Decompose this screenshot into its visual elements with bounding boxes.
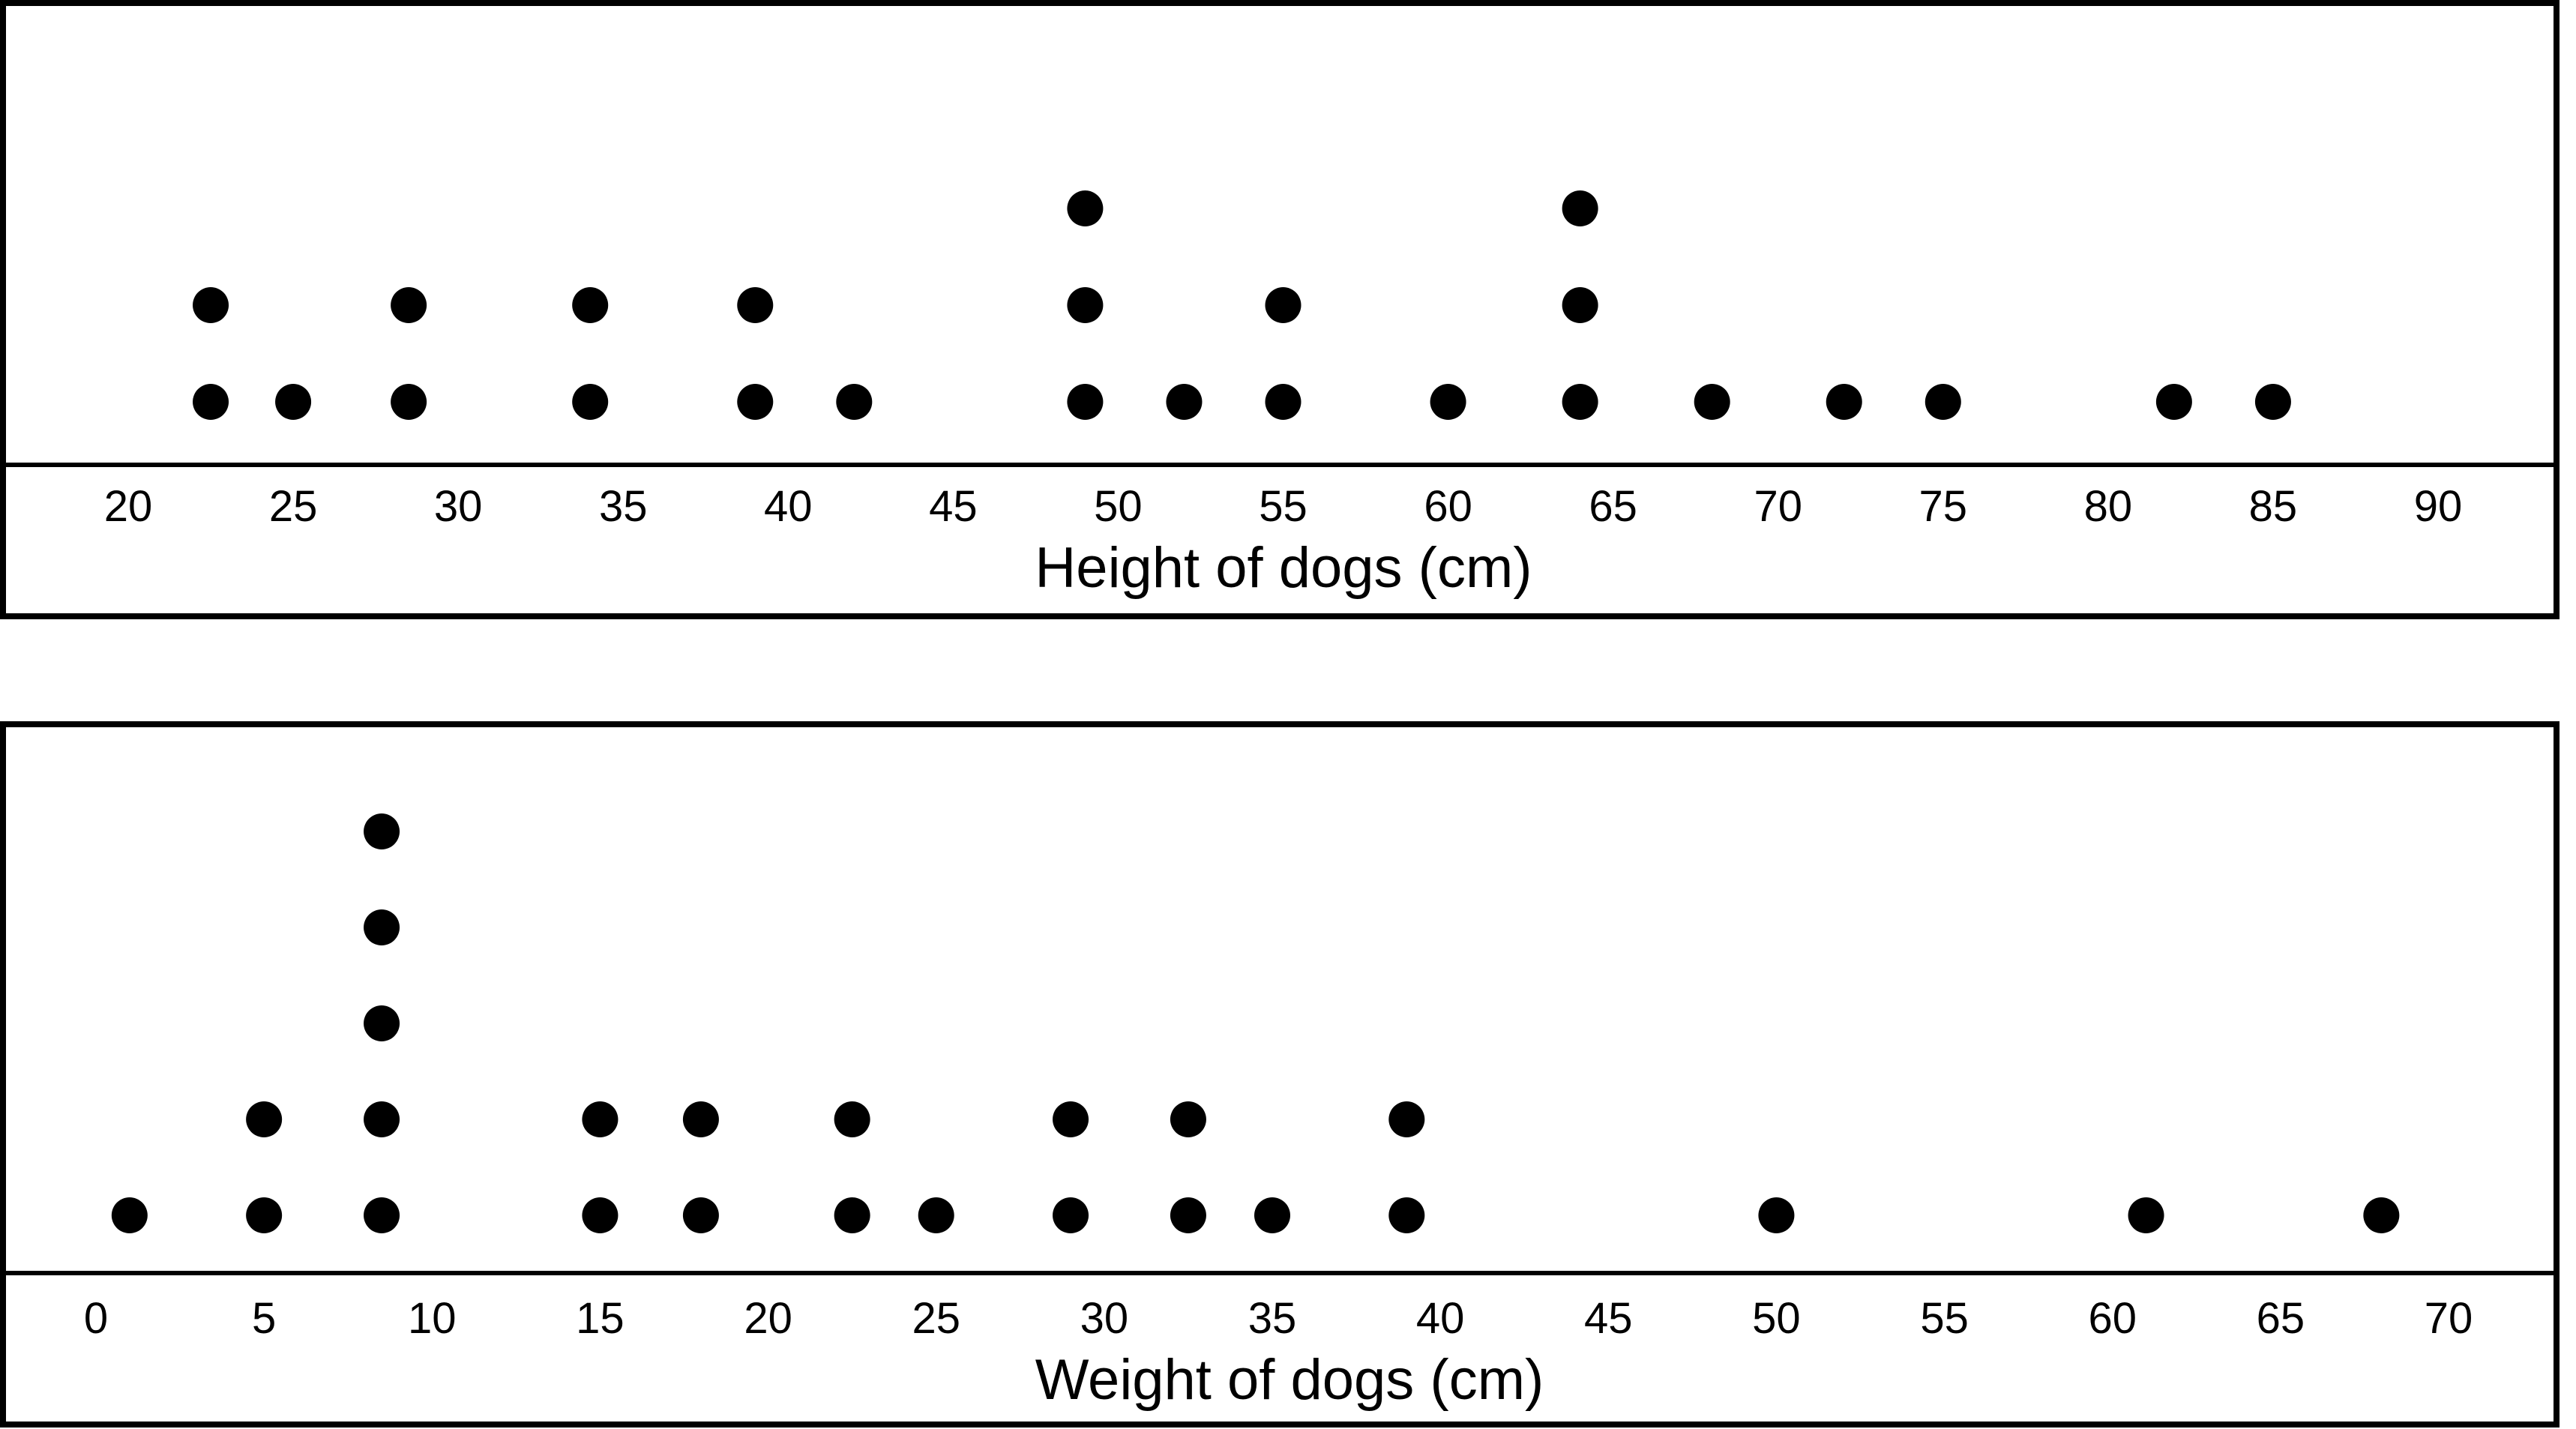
weight-data-dot bbox=[1053, 1197, 1089, 1233]
height-tick-labels: 20 25 30 35 40 45 50 55 60 65 70 75 80 85 90 bbox=[104, 482, 2463, 531]
weight-tick-labels: 0 5 10 15 20 25 30 35 40 45 50 55 60 65 70 bbox=[84, 1294, 2473, 1343]
height-dot-plot: 20 25 30 35 40 45 50 55 60 65 70 75 80 85 90 Height of… bbox=[0, 0, 2560, 619]
height-tick-label: 45 bbox=[929, 482, 978, 531]
height-tick-label: 30 bbox=[434, 482, 483, 531]
weight-data-dot bbox=[364, 1197, 400, 1233]
weight-tick-label: 70 bbox=[2425, 1294, 2473, 1343]
height-data-dot bbox=[1826, 384, 1862, 420]
weight-data-dot bbox=[582, 1197, 619, 1233]
height-dots bbox=[193, 190, 2291, 420]
height-data-dot bbox=[193, 384, 229, 420]
height-data-dot bbox=[737, 384, 774, 420]
weight-tick-label: 60 bbox=[2088, 1294, 2137, 1343]
weight-tick-label: 45 bbox=[1584, 1294, 1633, 1343]
height-data-dot bbox=[737, 287, 774, 323]
weight-data-dot bbox=[682, 1197, 719, 1233]
height-data-dot bbox=[1694, 384, 1730, 420]
weight-tick-label: 30 bbox=[1080, 1294, 1129, 1343]
height-tick-label: 75 bbox=[1919, 482, 1968, 531]
weight-tick-label: 40 bbox=[1416, 1294, 1465, 1343]
height-data-dot bbox=[2155, 384, 2192, 420]
weight-tick-label: 50 bbox=[1752, 1294, 1801, 1343]
weight-data-dot bbox=[682, 1101, 719, 1137]
height-tick-label: 70 bbox=[1754, 482, 1802, 531]
weight-axis-title: Weight of dogs (cm) bbox=[1035, 1348, 1544, 1412]
weight-data-dot bbox=[246, 1197, 283, 1233]
weight-tick-label: 55 bbox=[1920, 1294, 1969, 1343]
height-data-dot bbox=[1166, 384, 1203, 420]
weight-data-dot bbox=[834, 1197, 870, 1233]
weight-tick-label: 65 bbox=[2257, 1294, 2305, 1343]
height-data-dot bbox=[1562, 384, 1598, 420]
weight-data-dot bbox=[2363, 1197, 2400, 1233]
height-data-dot bbox=[1067, 190, 1104, 226]
height-panel-frame bbox=[0, 0, 2560, 619]
weight-data-dot bbox=[2128, 1197, 2164, 1233]
height-data-dot bbox=[1067, 287, 1104, 323]
weight-tick-label: 0 bbox=[84, 1294, 108, 1343]
height-data-dot bbox=[1562, 287, 1598, 323]
height-data-dot bbox=[1430, 384, 1466, 420]
weight-tick-label: 15 bbox=[576, 1294, 625, 1343]
height-data-dot bbox=[836, 384, 873, 420]
height-data-dot bbox=[193, 287, 229, 323]
height-tick-label: 50 bbox=[1094, 482, 1143, 531]
weight-data-dot bbox=[364, 813, 400, 849]
weight-tick-label: 25 bbox=[912, 1294, 960, 1343]
weight-tick-label: 35 bbox=[1248, 1294, 1297, 1343]
height-tick-label: 55 bbox=[1259, 482, 1307, 531]
weight-data-dot bbox=[834, 1101, 870, 1137]
height-tick-label: 20 bbox=[104, 482, 153, 531]
weight-tick-label: 10 bbox=[408, 1294, 457, 1343]
height-axis-title: Height of dogs (cm) bbox=[1035, 536, 1532, 600]
height-data-dot bbox=[275, 384, 312, 420]
height-tick-label: 85 bbox=[2249, 482, 2298, 531]
weight-data-dot bbox=[1254, 1197, 1290, 1233]
weight-panel-frame bbox=[0, 721, 2560, 1428]
weight-data-dot bbox=[364, 1101, 400, 1137]
weight-data-dot bbox=[582, 1101, 619, 1137]
weight-data-dot bbox=[1388, 1197, 1425, 1233]
weight-data-dot bbox=[1170, 1101, 1206, 1137]
height-data-dot bbox=[391, 287, 427, 323]
weight-data-dot bbox=[246, 1101, 283, 1137]
weight-data-dot bbox=[111, 1197, 148, 1233]
weight-data-dot bbox=[1758, 1197, 1795, 1233]
weight-tick-label: 5 bbox=[252, 1294, 276, 1343]
weight-dots bbox=[111, 813, 2400, 1233]
height-tick-label: 90 bbox=[2414, 482, 2463, 531]
weight-data-dot bbox=[1388, 1101, 1425, 1137]
height-tick-label: 40 bbox=[764, 482, 813, 531]
weight-data-dot bbox=[1170, 1197, 1206, 1233]
height-data-dot bbox=[1265, 287, 1301, 323]
height-tick-label: 80 bbox=[2084, 482, 2133, 531]
height-data-dot bbox=[1067, 384, 1104, 420]
height-tick-label: 60 bbox=[1424, 482, 1472, 531]
weight-data-dot bbox=[364, 1005, 400, 1041]
height-tick-label: 65 bbox=[1589, 482, 1637, 531]
height-data-dot bbox=[572, 287, 609, 323]
height-tick-label: 35 bbox=[599, 482, 648, 531]
height-data-dot bbox=[1265, 384, 1301, 420]
weight-tick-label: 20 bbox=[744, 1294, 792, 1343]
weight-dot-plot: 0 5 10 15 20 25 30 35 40 45 50 55 60 65 70 Weight of d… bbox=[0, 721, 2560, 1428]
height-data-dot bbox=[1562, 190, 1598, 226]
weight-data-dot bbox=[918, 1197, 954, 1233]
height-data-dot bbox=[1925, 384, 1961, 420]
height-data-dot bbox=[391, 384, 427, 420]
height-tick-label: 25 bbox=[269, 482, 318, 531]
weight-data-dot bbox=[1053, 1101, 1089, 1137]
height-data-dot bbox=[2254, 384, 2291, 420]
weight-data-dot bbox=[364, 909, 400, 945]
height-data-dot bbox=[572, 384, 609, 420]
